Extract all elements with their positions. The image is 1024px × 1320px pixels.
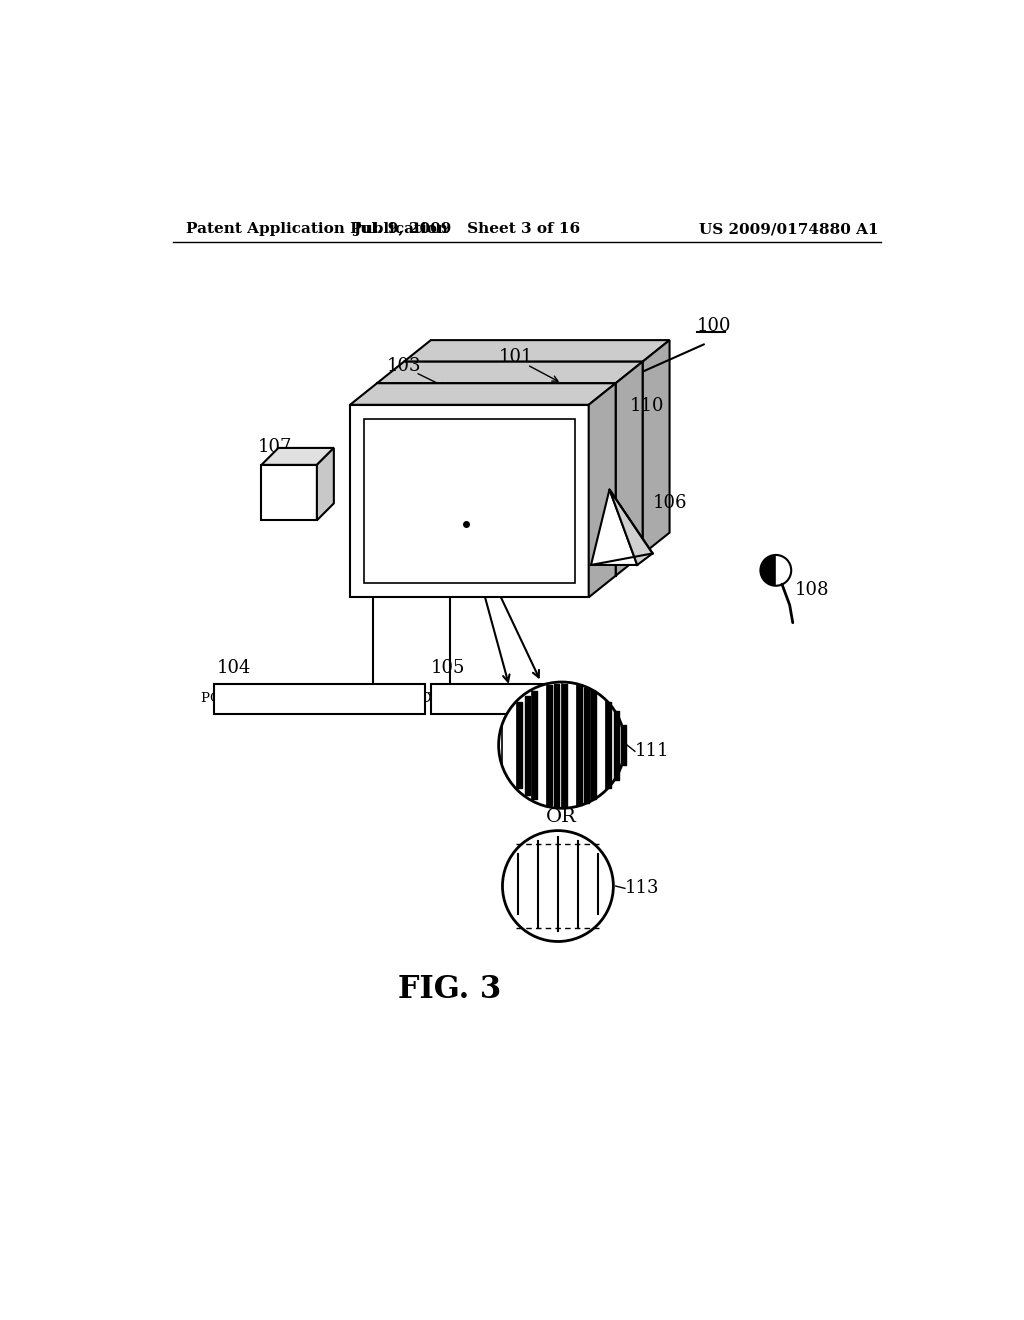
- Text: DRIVING APPARATUS: DRIVING APPARATUS: [421, 693, 572, 705]
- Polygon shape: [761, 554, 776, 586]
- Polygon shape: [316, 447, 334, 520]
- Polygon shape: [591, 490, 637, 565]
- Polygon shape: [214, 684, 425, 714]
- Text: US 2009/0174880 A1: US 2009/0174880 A1: [699, 222, 879, 236]
- Text: Patent Application Publication: Patent Application Publication: [186, 222, 449, 236]
- Circle shape: [499, 682, 625, 808]
- Circle shape: [761, 554, 792, 586]
- Text: 100: 100: [696, 317, 731, 335]
- Polygon shape: [589, 383, 615, 598]
- Text: OR: OR: [547, 808, 578, 826]
- Polygon shape: [377, 362, 643, 383]
- Text: 105: 105: [431, 659, 465, 677]
- Text: 110: 110: [630, 397, 664, 416]
- Polygon shape: [615, 362, 643, 576]
- Polygon shape: [350, 383, 615, 405]
- Text: FIG. 3: FIG. 3: [398, 974, 502, 1006]
- Text: 103: 103: [387, 358, 421, 375]
- Polygon shape: [261, 465, 316, 520]
- Polygon shape: [261, 447, 334, 465]
- Polygon shape: [377, 383, 615, 576]
- Text: 101: 101: [499, 348, 532, 366]
- Text: 108: 108: [795, 581, 828, 598]
- Polygon shape: [350, 405, 589, 598]
- Text: Jul. 9, 2009   Sheet 3 of 16: Jul. 9, 2009 Sheet 3 of 16: [353, 222, 581, 236]
- Polygon shape: [643, 341, 670, 554]
- Circle shape: [503, 830, 613, 941]
- Polygon shape: [403, 341, 670, 362]
- Polygon shape: [364, 418, 574, 583]
- Text: POWER SUPPLY FOR BACKLIGHT: POWER SUPPLY FOR BACKLIGHT: [202, 693, 437, 705]
- Polygon shape: [609, 490, 652, 565]
- Text: 113: 113: [625, 879, 659, 898]
- Text: 107: 107: [258, 438, 292, 457]
- Text: 111: 111: [635, 742, 670, 760]
- Polygon shape: [431, 684, 562, 714]
- Text: 104: 104: [217, 659, 251, 677]
- Polygon shape: [403, 362, 643, 554]
- Text: 106: 106: [652, 495, 687, 512]
